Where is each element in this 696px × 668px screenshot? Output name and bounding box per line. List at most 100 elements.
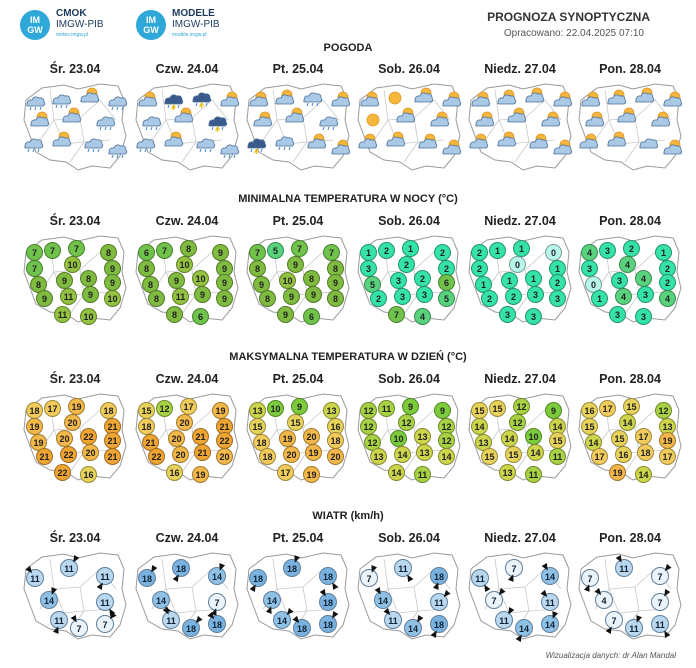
cloud-rain-icon: [106, 138, 128, 159]
day-label: Pt. 25.04: [272, 62, 324, 76]
temperature-marker: 8: [148, 290, 165, 307]
sun-cloud-icon: [162, 130, 184, 148]
temperature-marker: 9: [82, 286, 99, 303]
temperature-marker: 10: [192, 270, 209, 287]
tmin-map: 7 7 7 8 7 10 9 8 9 8 9 9 11 9 10 11 10: [20, 232, 130, 325]
temperature-marker: 10: [64, 256, 81, 273]
wind-marker: 7: [505, 559, 523, 583]
temperature-marker: 3: [527, 286, 544, 303]
temperature-marker: 19: [279, 430, 296, 447]
temperature-marker: 22: [80, 428, 97, 445]
temperature-marker: 9: [194, 286, 211, 303]
cloud-rain-icon: [317, 110, 339, 131]
temperature-marker: 19: [68, 398, 85, 415]
logo-sub: IMGW-PIB: [172, 19, 220, 30]
sun-cloud-icon: [579, 90, 601, 108]
temperature-marker: 2: [549, 274, 566, 291]
temperature-marker: 9: [168, 272, 185, 289]
temperature-marker: 9: [277, 306, 294, 323]
temperature-marker: 9: [402, 398, 419, 415]
temperature-marker: 1: [402, 240, 419, 257]
wind-map: 11 7 14 7 11 11 14 14: [465, 549, 575, 642]
temperature-marker: 17: [591, 448, 608, 465]
temperature-marker: 4: [659, 290, 676, 307]
logo-cmok[interactable]: IM GW CMOK IMGW-PIB meteo.imgw.pl: [20, 8, 104, 41]
tmin-map: 6 7 8 9 8 10 9 8 9 10 9 8 11 9 9 8 6: [132, 232, 242, 325]
temperature-marker: 2: [414, 270, 431, 287]
temperature-marker: 15: [471, 402, 488, 419]
wind-marker: 7: [485, 588, 506, 609]
temperature-marker: 8: [327, 290, 344, 307]
temperature-marker: 11: [414, 466, 431, 483]
cloud-icon: [637, 132, 659, 150]
temperature-marker: 15: [549, 432, 566, 449]
tmin-map: 7 5 7 7 8 9 8 9 10 8 9 8 9 9 8 9 6: [243, 232, 353, 325]
wind-direction-icon: [369, 564, 378, 574]
sun-cloud-icon: [440, 138, 462, 156]
sun-cloud-icon: [615, 106, 637, 124]
sun-cloud-icon: [329, 90, 351, 108]
temperature-marker: 1: [501, 272, 518, 289]
temperature-marker: 12: [438, 432, 455, 449]
day-label: Pt. 25.04: [272, 214, 324, 228]
temperature-marker: 3: [581, 260, 598, 277]
wind-marker: 14: [208, 562, 226, 585]
sun-cloud-icon: [251, 110, 273, 128]
sun-icon: [384, 88, 406, 106]
temperature-marker: 16: [581, 402, 598, 419]
wind-marker: 11: [394, 559, 414, 582]
wind-map: 7 11 7 4 7 7 11 11: [575, 549, 685, 641]
temperature-marker: 14: [388, 464, 405, 481]
wind-marker: 11: [50, 611, 68, 635]
temperature-marker: 11: [525, 466, 542, 483]
temperature-marker: 17: [635, 428, 652, 445]
wind-map: 18 18 14 14 7 11 18 18: [132, 549, 242, 641]
sun-cloud-icon: [661, 90, 683, 108]
temperature-marker: 3: [499, 306, 516, 323]
temperature-marker: 19: [305, 444, 322, 461]
day-label: Śr. 23.04: [49, 62, 101, 76]
temperature-marker: 14: [527, 444, 544, 461]
day-label: Pt. 25.04: [272, 372, 324, 386]
tmax-map: 15 12 17 19 18 20 21 21 20 21 22 22 20 21 20 16 19: [132, 390, 242, 483]
temperature-marker: 12: [360, 402, 377, 419]
sun-cloud-icon: [416, 132, 438, 150]
day-label: Śr. 23.04: [49, 372, 101, 386]
temperature-marker: 10: [80, 308, 97, 325]
temperature-marker: 9: [212, 244, 229, 261]
temperature-marker: 7: [26, 244, 43, 261]
temperature-marker: 14: [549, 418, 566, 435]
wind-marker: 14: [541, 610, 559, 633]
temperature-marker: 9: [434, 402, 451, 419]
day-label: Czw. 24.04: [155, 62, 219, 76]
temperature-marker: 15: [481, 448, 498, 465]
page-title: PROGNOZA SYNOPTYCZNA: [487, 10, 650, 24]
temperature-marker: 7: [68, 240, 85, 257]
cloud-rain-icon: [273, 130, 295, 151]
temperature-marker: 11: [60, 288, 77, 305]
wind-marker: 18: [249, 569, 267, 592]
temperature-marker: 7: [291, 240, 308, 257]
wind-marker: 7: [208, 593, 226, 617]
poland-outline: [135, 83, 239, 171]
temperature-marker: 3: [609, 306, 626, 323]
temperature-marker: 15: [138, 402, 155, 419]
wind-marker: 18: [430, 615, 448, 638]
temperature-marker: 8: [303, 270, 320, 287]
temperature-marker: 3: [549, 290, 566, 307]
temperature-marker: 8: [180, 240, 197, 257]
temperature-marker: 14: [619, 414, 636, 431]
imgw-logo-badge: IM GW: [20, 9, 50, 40]
day-label: Czw. 24.04: [155, 372, 219, 386]
tmax-map: 18 17 19 18 19 20 21 19 20 22 21 21 22 20 21 22 16: [20, 390, 130, 483]
temperature-marker: 2: [623, 240, 640, 257]
temperature-marker: 5: [267, 242, 284, 259]
day-label: Pon. 28.04: [599, 372, 661, 386]
logo-name: MODELE: [172, 8, 215, 19]
day-label: Niedz. 27.04: [484, 372, 556, 386]
temperature-marker: 1: [525, 270, 542, 287]
wind-marker: 7: [70, 615, 88, 637]
logo-modele[interactable]: IM GW MODELE IMGW-PIB modele.imgw.pl: [136, 8, 220, 41]
temperature-marker: 10: [267, 400, 284, 417]
temperature-marker: 9: [291, 398, 308, 415]
